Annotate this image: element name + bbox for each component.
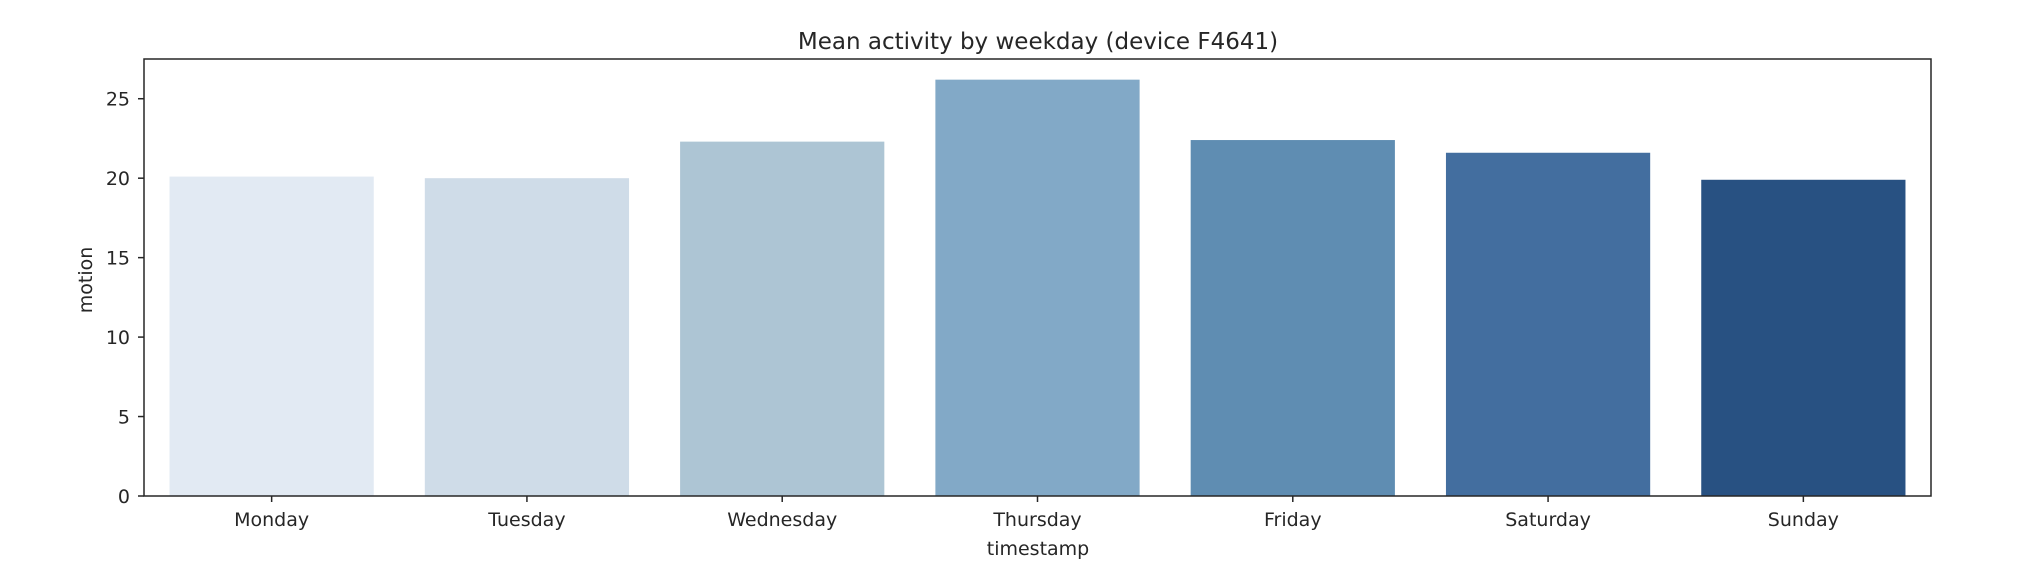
bar-sunday xyxy=(1701,179,1906,496)
y-tick-label: 15 xyxy=(106,248,130,270)
x-axis: Monday Tuesday Wednesday Thursday Friday Satu… xyxy=(234,496,1839,531)
bar-thursday xyxy=(935,79,1140,497)
bar-friday xyxy=(1190,140,1395,496)
chart-title: Mean activity by weekday (device F4641) xyxy=(798,29,1278,55)
x-axis-label: timestamp xyxy=(987,538,1090,560)
x-tick-label: Monday xyxy=(234,509,309,531)
x-tick-label: Wednesday xyxy=(727,509,837,531)
y-tick-label: 0 xyxy=(118,486,130,508)
y-tick-label: 5 xyxy=(118,407,130,429)
y-axis-label: motion xyxy=(75,247,97,314)
bar-monday xyxy=(169,176,374,497)
x-tick-label: Tuesday xyxy=(487,509,565,531)
bar-saturday xyxy=(1445,152,1651,497)
y-tick-label: 10 xyxy=(106,327,130,349)
bar-wednesday xyxy=(680,141,885,496)
y-axis: 0 5 10 15 20 25 xyxy=(106,89,144,508)
y-tick-label: 20 xyxy=(106,168,130,190)
x-tick-label: Thursday xyxy=(992,509,1081,531)
x-tick-label: Saturday xyxy=(1505,509,1591,531)
bar-tuesday xyxy=(424,178,630,496)
bars-layer xyxy=(169,79,1906,497)
y-tick-label: 25 xyxy=(106,89,130,111)
x-tick-label: Sunday xyxy=(1768,509,1839,531)
x-tick-label: Friday xyxy=(1264,509,1322,531)
